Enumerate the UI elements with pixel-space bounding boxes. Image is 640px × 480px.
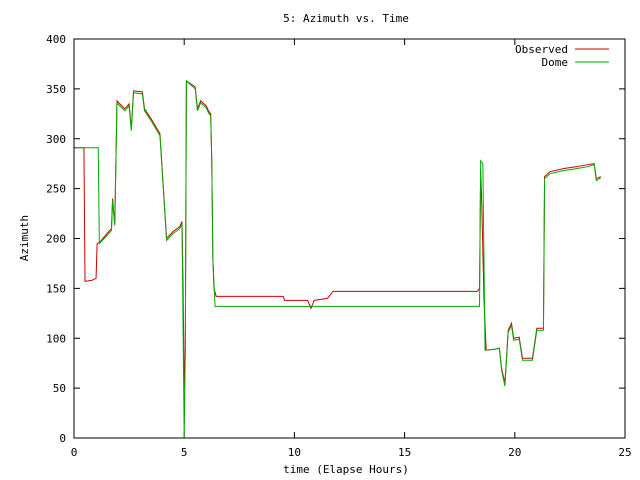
y-axis-label: Azimuth (18, 215, 31, 261)
x-tick-label: 20 (508, 446, 521, 459)
y-tick-label: 300 (46, 133, 66, 146)
y-tick-label: 250 (46, 183, 66, 196)
legend-label: Dome (542, 56, 569, 69)
y-tick-label: 100 (46, 332, 66, 345)
plot-border (73, 38, 626, 439)
chart-title: 5: Azimuth vs. Time (283, 12, 409, 25)
y-tick-label: 200 (46, 233, 66, 246)
y-tick-label: 350 (46, 83, 66, 96)
x-tick-label: 0 (71, 446, 78, 459)
y-tick-label: 50 (53, 382, 66, 395)
y-tick-label: 0 (59, 432, 66, 445)
x-tick-label: 25 (618, 446, 631, 459)
x-tick-label: 5 (181, 446, 188, 459)
y-tick-label: 400 (46, 33, 66, 46)
y-tick-label: 150 (46, 282, 66, 295)
legend-label: Observed (515, 43, 568, 56)
x-tick-label: 15 (398, 446, 411, 459)
data-line (74, 79, 602, 439)
data-line (74, 79, 601, 389)
x-axis-label: time (Elapse Hours) (283, 463, 409, 476)
x-tick-label: 10 (288, 446, 301, 459)
